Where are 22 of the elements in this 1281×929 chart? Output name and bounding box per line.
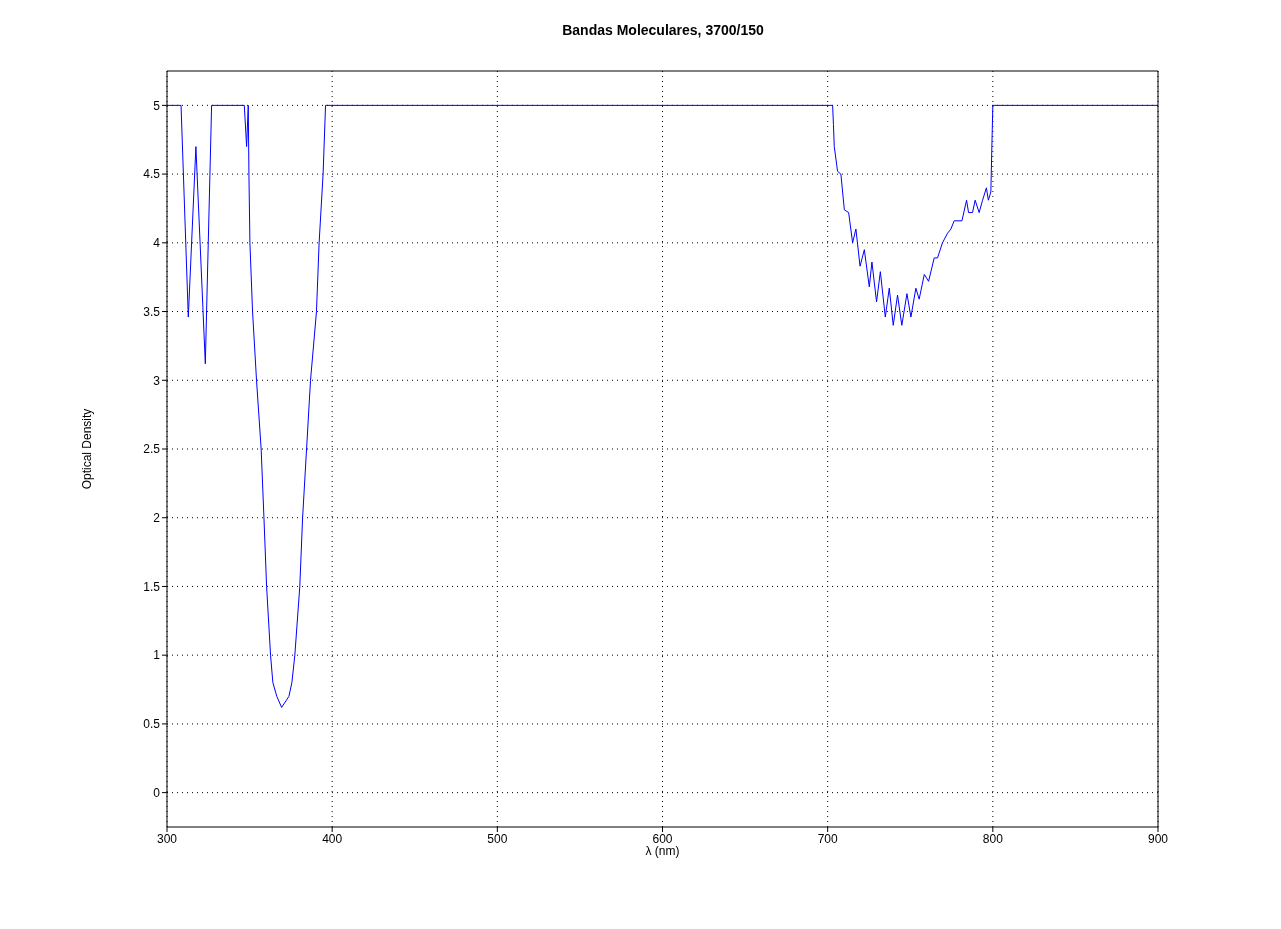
x-tick-label: 600 <box>652 831 673 846</box>
y-tick-label: 0 <box>153 785 161 800</box>
y-tick-label: 4.5 <box>143 167 161 182</box>
y-tick-label: 2 <box>153 510 161 525</box>
line-series <box>167 104 1158 708</box>
y-tick-label: 4 <box>153 236 161 251</box>
y-tick-label: 2.5 <box>143 442 161 457</box>
y-tick-label: 1.5 <box>143 579 161 594</box>
y-tick-label: 1 <box>153 648 161 663</box>
y-tick-label: 3.5 <box>143 304 161 319</box>
chart-title: Bandas Moleculares, 3700/150 <box>561 22 765 38</box>
x-tick-label: 700 <box>817 831 838 846</box>
y-tick-label: 3 <box>153 373 161 388</box>
x-tick-label: 800 <box>982 831 1004 846</box>
x-tick-label: 500 <box>487 831 508 846</box>
x-tick-label: 900 <box>1147 831 1169 846</box>
x-tick-label: 300 <box>156 831 178 846</box>
y-tick-label: 5 <box>153 98 161 113</box>
y-axis-title: Optical Density <box>80 408 95 490</box>
x-tick-label: 400 <box>322 831 343 846</box>
y-tick-label: 0.5 <box>143 717 161 732</box>
x-axis-title: λ (nm) <box>645 844 680 858</box>
